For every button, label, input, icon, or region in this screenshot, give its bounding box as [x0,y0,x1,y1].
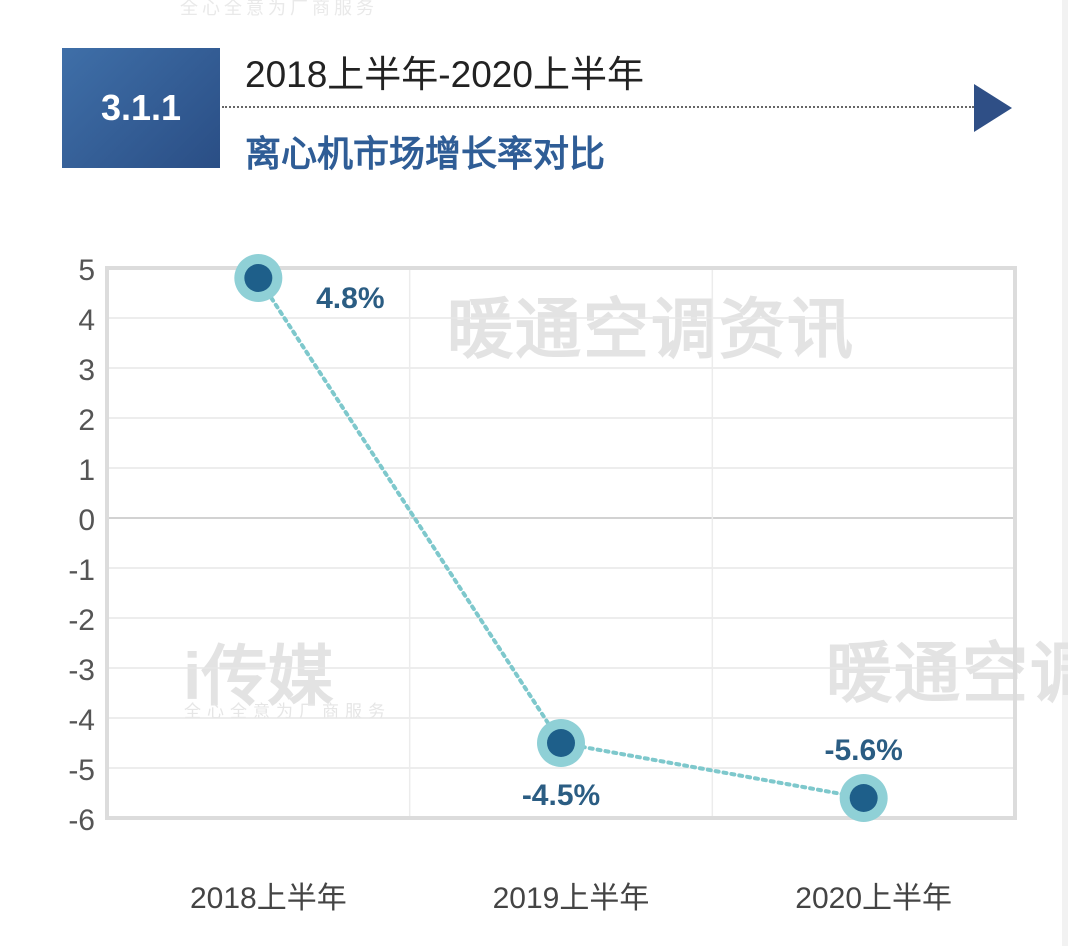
y-tick-label: 0 [78,504,95,537]
y-tick-label: -6 [68,804,95,837]
section-number: 3.1.1 [100,87,182,128]
section-number-badge: 3.1.1 [62,48,220,168]
y-tick-label: -5 [68,754,95,787]
y-tick-label: 4 [78,304,95,337]
triangle-arrow-icon [974,84,1012,132]
title-divider [222,106,974,108]
plot-frame [105,266,1017,820]
x-tick-label: 2019上半年 [493,882,650,915]
data-label: -4.5% [522,779,600,812]
watermark-media: i传媒 [183,639,334,713]
y-tick-label: 5 [78,254,95,287]
y-tick-label: -1 [68,554,95,587]
y-tick-label: 1 [78,454,95,487]
y-tick-label: -3 [68,654,95,687]
x-tick-label: 2020上半年 [795,882,952,915]
watermark-slogan: 全心全意为厂商服务 [184,702,391,721]
page-edge [1062,0,1068,946]
y-tick-label: 3 [78,354,95,387]
data-label: -5.6% [824,734,902,767]
data-point [547,729,575,757]
y-tick-label: -2 [68,604,95,637]
y-tick-label: -4 [68,704,95,737]
watermark-slogan-top: 全心全意为厂商服务 [180,0,378,18]
y-tick-label: 2 [78,404,95,437]
x-tick-label: 2018上半年 [190,882,347,915]
chart-title: 离心机市场增长率对比 [245,133,606,174]
data-label: 4.8% [316,282,384,315]
watermark-bottom-right: 暖通空调 [826,636,1068,710]
data-point [849,784,878,812]
data-point [244,264,273,292]
title-period: 2018上半年-2020上半年 [245,54,644,95]
watermark-main: 暖通空调资讯 [447,292,855,366]
